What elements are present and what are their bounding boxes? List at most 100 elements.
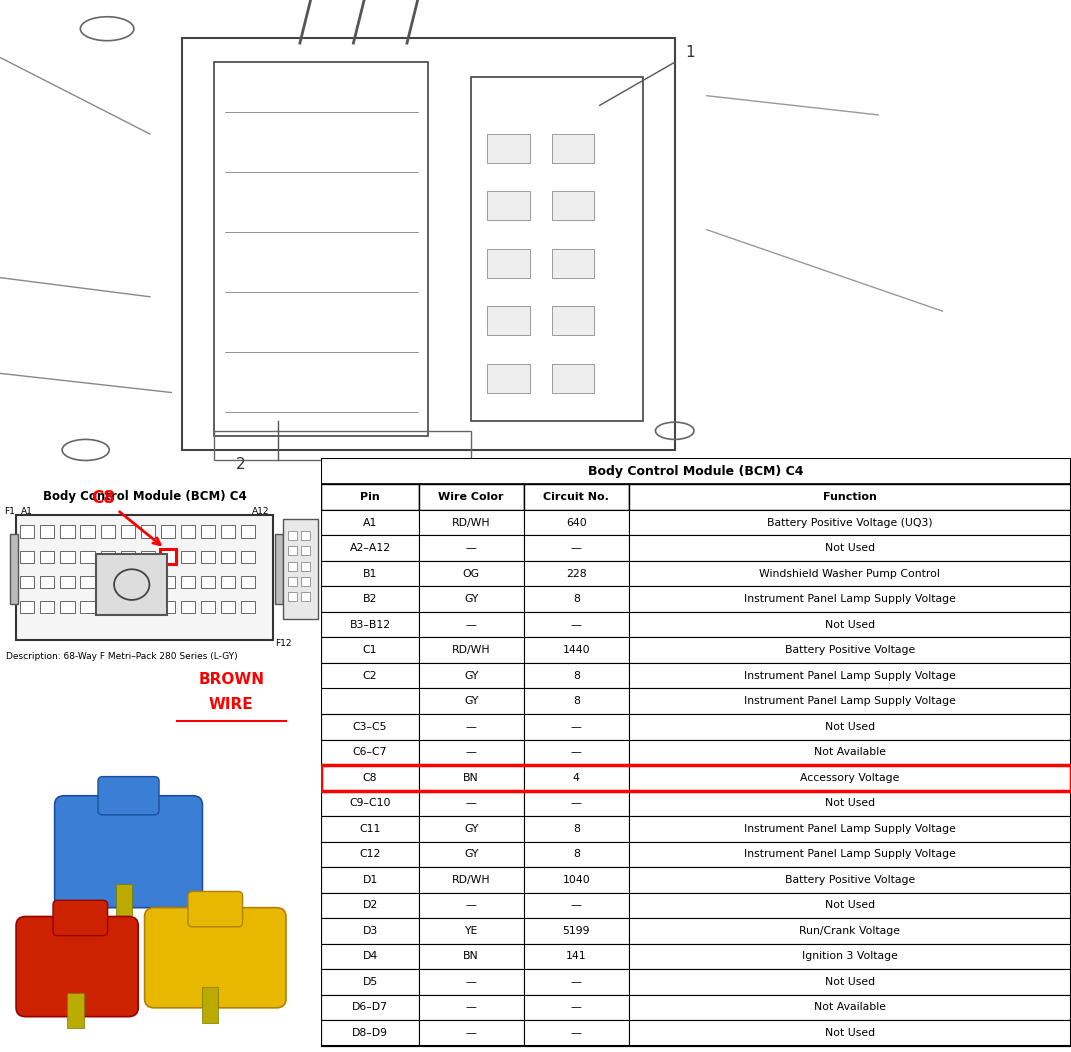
Text: —: — bbox=[466, 798, 477, 808]
Bar bbox=[201, 601, 215, 613]
Bar bbox=[524, 535, 629, 561]
Text: C3–C5: C3–C5 bbox=[352, 722, 388, 732]
Bar bbox=[301, 562, 311, 570]
Bar bbox=[321, 535, 419, 561]
Bar bbox=[41, 526, 55, 538]
Bar bbox=[524, 663, 629, 688]
Text: 1040: 1040 bbox=[562, 875, 590, 885]
Bar bbox=[629, 663, 1071, 688]
Text: A12: A12 bbox=[252, 506, 269, 515]
Text: Battery Positive Voltage: Battery Positive Voltage bbox=[785, 645, 915, 655]
Text: GY: GY bbox=[464, 696, 479, 706]
Bar bbox=[419, 688, 524, 714]
Bar bbox=[201, 575, 215, 588]
Bar bbox=[321, 790, 419, 816]
Bar bbox=[487, 191, 530, 220]
Bar bbox=[287, 578, 297, 586]
Bar bbox=[121, 601, 135, 613]
Bar bbox=[321, 740, 419, 765]
Bar bbox=[524, 765, 629, 790]
Text: GY: GY bbox=[464, 594, 479, 604]
Text: B3–B12: B3–B12 bbox=[349, 620, 391, 630]
Text: C8: C8 bbox=[91, 489, 160, 545]
FancyBboxPatch shape bbox=[188, 891, 242, 927]
Bar bbox=[524, 842, 629, 867]
Text: 640: 640 bbox=[565, 518, 587, 528]
Bar bbox=[487, 364, 530, 392]
Bar bbox=[629, 867, 1071, 892]
Bar bbox=[524, 969, 629, 994]
Bar bbox=[41, 550, 55, 563]
Bar bbox=[221, 601, 236, 613]
Bar bbox=[629, 918, 1071, 944]
Bar bbox=[221, 575, 236, 588]
Text: Windshield Washer Pump Control: Windshield Washer Pump Control bbox=[759, 569, 940, 579]
Text: —: — bbox=[466, 977, 477, 987]
Text: 8: 8 bbox=[573, 671, 579, 681]
Bar bbox=[20, 526, 34, 538]
Text: BROWN: BROWN bbox=[198, 672, 265, 687]
Bar bbox=[419, 816, 524, 842]
Bar bbox=[101, 526, 115, 538]
Text: Pin: Pin bbox=[360, 492, 380, 502]
Text: D3: D3 bbox=[362, 926, 378, 936]
Bar bbox=[10, 534, 17, 604]
Bar bbox=[419, 638, 524, 663]
FancyBboxPatch shape bbox=[283, 519, 318, 620]
Text: —: — bbox=[571, 543, 582, 553]
Bar bbox=[301, 546, 311, 555]
Text: B1: B1 bbox=[363, 569, 377, 579]
Text: Not Used: Not Used bbox=[825, 798, 875, 808]
Text: RD/WH: RD/WH bbox=[452, 645, 491, 655]
Bar bbox=[419, 969, 524, 994]
Bar bbox=[524, 638, 629, 663]
Bar bbox=[524, 816, 629, 842]
Text: C9–C10: C9–C10 bbox=[349, 798, 391, 808]
Bar bbox=[301, 531, 311, 540]
Bar bbox=[16, 514, 273, 641]
Text: OG: OG bbox=[463, 569, 480, 579]
Text: Not Used: Not Used bbox=[825, 543, 875, 553]
Text: GY: GY bbox=[464, 824, 479, 834]
Text: D2: D2 bbox=[362, 901, 378, 910]
Bar bbox=[419, 892, 524, 918]
Bar bbox=[629, 561, 1071, 586]
Text: C11: C11 bbox=[360, 824, 380, 834]
Text: —: — bbox=[571, 977, 582, 987]
Text: 1440: 1440 bbox=[562, 645, 590, 655]
Text: —: — bbox=[466, 1003, 477, 1012]
Bar bbox=[321, 944, 419, 969]
Text: —: — bbox=[571, 1003, 582, 1012]
Bar bbox=[287, 531, 297, 540]
Bar bbox=[419, 918, 524, 944]
Bar bbox=[629, 765, 1071, 790]
Text: Not Available: Not Available bbox=[814, 747, 886, 757]
Text: Not Used: Not Used bbox=[825, 620, 875, 630]
Text: D8–D9: D8–D9 bbox=[352, 1028, 388, 1038]
Bar bbox=[629, 944, 1071, 969]
Bar bbox=[419, 944, 524, 969]
Bar bbox=[629, 892, 1071, 918]
Text: F1: F1 bbox=[4, 506, 15, 515]
Bar bbox=[524, 484, 629, 510]
Text: B2: B2 bbox=[363, 594, 377, 604]
Bar bbox=[419, 484, 524, 510]
Bar bbox=[524, 892, 629, 918]
Bar bbox=[20, 601, 34, 613]
Text: Battery Positive Voltage: Battery Positive Voltage bbox=[785, 875, 915, 885]
Bar bbox=[524, 714, 629, 740]
Bar bbox=[629, 510, 1071, 535]
Text: —: — bbox=[571, 747, 582, 757]
Text: A1: A1 bbox=[21, 506, 33, 515]
Bar bbox=[241, 550, 255, 563]
Text: —: — bbox=[466, 620, 477, 630]
Bar bbox=[487, 306, 530, 335]
Text: C12: C12 bbox=[360, 849, 380, 859]
Bar bbox=[321, 969, 419, 994]
Bar bbox=[181, 601, 195, 613]
Text: Body Control Module (BCM) C4: Body Control Module (BCM) C4 bbox=[43, 490, 246, 503]
Bar bbox=[552, 191, 594, 220]
Bar bbox=[321, 867, 419, 892]
Text: GY: GY bbox=[464, 849, 479, 859]
Bar bbox=[629, 816, 1071, 842]
